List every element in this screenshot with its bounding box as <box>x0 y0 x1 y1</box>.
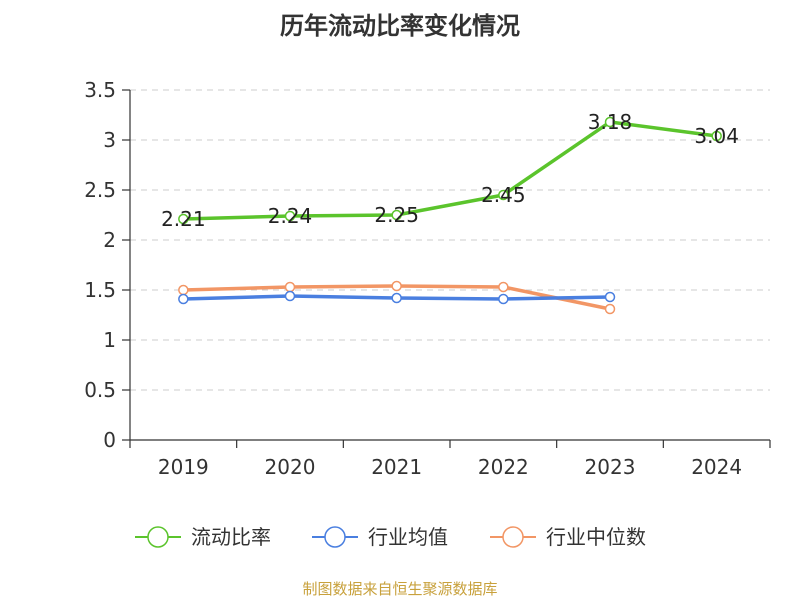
source-note: 制图数据来自恒生聚源数据库 <box>302 580 497 598</box>
data-point[interactable] <box>284 210 296 222</box>
data-label: 2.25 <box>374 203 419 227</box>
data-point[interactable] <box>604 303 616 315</box>
data-label: 2.45 <box>481 183 526 207</box>
data-point[interactable] <box>391 292 402 304</box>
data-point[interactable] <box>391 280 402 292</box>
legend-marker-icon <box>324 526 346 548</box>
legend-item[interactable]: 行业中位数 <box>490 525 646 549</box>
y-tick-label: 2.5 <box>84 178 116 202</box>
x-tick-label: 2019 <box>158 455 209 479</box>
data-point[interactable] <box>284 281 296 293</box>
data-point[interactable] <box>178 213 189 225</box>
x-tick-label: 2020 <box>265 455 316 479</box>
data-label: 3.04 <box>694 124 739 148</box>
legend-label: 行业均值 <box>368 525 448 549</box>
data-point[interactable] <box>284 290 296 302</box>
x-tick-label: 2023 <box>585 455 636 479</box>
data-point[interactable] <box>178 293 189 305</box>
y-tick-label: 3.5 <box>84 78 116 102</box>
data-label: 2.24 <box>268 204 313 228</box>
y-tick-label: 1 <box>103 328 116 352</box>
legend-marker-icon <box>147 526 169 548</box>
legend-label: 行业中位数 <box>546 525 646 549</box>
data-point[interactable] <box>604 291 616 303</box>
data-point[interactable] <box>498 281 509 293</box>
grid-lines <box>130 89 770 391</box>
data-label: 3.18 <box>588 110 633 134</box>
legend-item[interactable]: 行业均值 <box>312 525 448 549</box>
legend-marker-icon <box>502 526 524 548</box>
data-point[interactable] <box>178 284 189 296</box>
y-tick-label: 1.5 <box>84 278 116 302</box>
data-point[interactable] <box>711 130 722 142</box>
axes: 0 0.5 1 1.5 2 2.5 3 3.5 2019 2020 2021 2022 2023 2024 <box>84 78 771 479</box>
data-point[interactable] <box>604 116 616 128</box>
data-point[interactable] <box>498 293 509 305</box>
series-line <box>183 120 717 221</box>
data-point[interactable] <box>391 209 402 221</box>
data-point[interactable] <box>498 189 509 201</box>
chart-title: 历年流动比率变化情况 <box>280 12 520 40</box>
y-tick-label: 3 <box>103 128 116 152</box>
y-tick-label: 0 <box>103 428 116 452</box>
legend-label: 流动比率 <box>191 525 271 549</box>
y-tick-label: 0.5 <box>84 378 116 402</box>
y-tick-label: 2 <box>103 228 116 252</box>
x-tick-label: 2024 <box>691 455 742 479</box>
legend[interactable]: 流动比率 行业均值 行业中位数 <box>135 525 646 549</box>
x-tick-label: 2021 <box>371 455 422 479</box>
data-label: 2.21 <box>161 207 206 231</box>
x-tick-label: 2022 <box>478 455 529 479</box>
legend-item[interactable]: 流动比率 <box>135 525 271 549</box>
series-group: 2.21 2.24 2.25 2.45 3.18 3.04 <box>161 110 739 315</box>
